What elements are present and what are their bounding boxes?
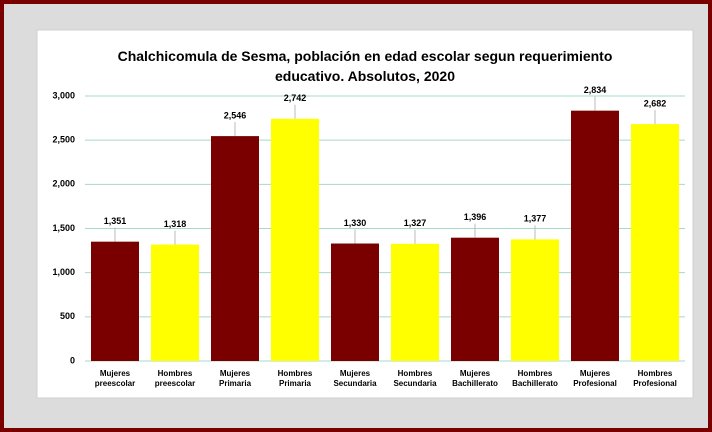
bar <box>391 243 439 361</box>
bar <box>571 110 619 361</box>
bar <box>271 118 319 361</box>
chart-title: Chalchicomula de Sesma, población en eda… <box>117 48 613 84</box>
data-label: 2,742 <box>284 93 307 103</box>
y-tick-label: 2,500 <box>52 135 75 145</box>
x-tick-label: Hombres preescolar <box>154 369 196 388</box>
x-tick-label: Mujeres Profesional <box>573 369 617 388</box>
data-label: 2,546 <box>224 110 247 120</box>
y-tick-label: 0 <box>70 355 75 365</box>
data-label: 1,377 <box>524 214 547 224</box>
bar <box>511 239 559 361</box>
bar <box>91 241 139 361</box>
data-label: 1,318 <box>164 219 187 229</box>
data-label: 1,327 <box>404 218 427 228</box>
bar <box>451 237 499 361</box>
y-tick-label: 500 <box>60 311 75 321</box>
x-tick-label: Mujeres Primaria <box>218 369 252 388</box>
y-tick-label: 1,500 <box>52 223 75 233</box>
x-tick-label: Hombres Bachillerato <box>512 369 558 388</box>
data-label: 1,330 <box>344 218 367 228</box>
x-tick-label: Mujeres Bachillerato <box>452 369 498 388</box>
x-tick-label: Hombres Profesional <box>633 369 677 388</box>
x-tick-label: Hombres Secundaria <box>393 369 437 388</box>
data-label: 1,351 <box>104 216 127 226</box>
x-tick-label: Mujeres preescolar <box>94 369 136 388</box>
x-tick-label: Mujeres Secundaria <box>333 369 377 388</box>
data-label: 1,396 <box>464 212 487 222</box>
y-tick-label: 3,000 <box>52 90 75 100</box>
x-tick-label: Hombres Primaria <box>277 369 313 388</box>
bar <box>211 136 259 361</box>
data-label: 2,682 <box>644 98 667 108</box>
data-label: 2,834 <box>584 85 607 95</box>
bar <box>331 243 379 361</box>
y-tick-label: 1,000 <box>52 267 75 277</box>
y-tick-label: 2,000 <box>52 179 75 189</box>
bar <box>631 124 679 361</box>
bar <box>151 244 199 361</box>
